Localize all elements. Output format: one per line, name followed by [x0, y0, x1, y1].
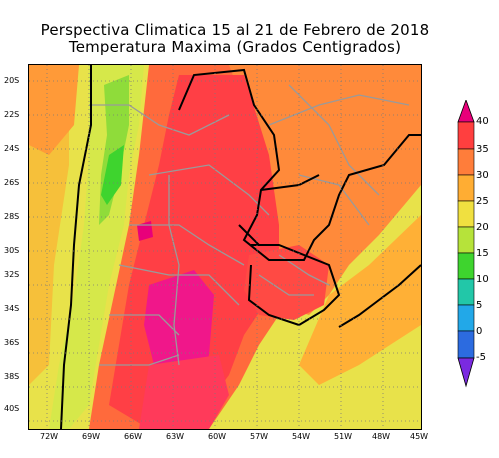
lat-label-36s: 36S: [4, 338, 20, 347]
colorbar-label-35: 35: [476, 144, 489, 155]
uruguay-red-field: [244, 245, 329, 320]
lon-label-72w: 72W: [40, 432, 59, 441]
colorbar-top-arrow: [457, 100, 475, 123]
temperature-map: [28, 64, 422, 430]
interior-magenta-spot: [137, 221, 153, 241]
south-red-patch: [139, 355, 229, 429]
lat-label-24s: 24S: [4, 144, 20, 153]
lat-label-28s: 28S: [4, 212, 20, 221]
lon-label-48w: 48W: [372, 432, 391, 441]
lon-label-54w: 54W: [292, 432, 311, 441]
colorbar-segment-25-30: [457, 174, 475, 202]
pacific-north-orange-field: [29, 65, 79, 155]
colorbar-segment-10-15: [457, 252, 475, 280]
colorbar-label-30: 30: [476, 170, 489, 181]
lon-label-66w: 66W: [124, 432, 143, 441]
map-title-line2: Temperatura Maxima (Grados Centigrados): [68, 38, 402, 56]
lat-label-22s: 22S: [4, 110, 20, 119]
colorbar-segment-minus5-0: [457, 330, 475, 359]
country-borders: [60, 65, 421, 429]
lat-label-30s: 30S: [4, 246, 20, 255]
colorbar-label-20: 20: [476, 222, 489, 233]
lon-label-69w: 69W: [82, 432, 101, 441]
colorbar-segment-35-40: [457, 121, 475, 150]
lat-label-32s: 32S: [4, 270, 20, 279]
lat-label-34s: 34S: [4, 304, 20, 313]
colorbar-segment-15-20: [457, 226, 475, 254]
lat-label-26s: 26S: [4, 178, 20, 187]
lat-label-38s: 38S: [4, 372, 20, 381]
colorbar-label-40: 40: [476, 116, 489, 127]
colorbar: [457, 100, 475, 388]
lon-label-45w: 45W: [410, 432, 429, 441]
colorbar-segment-20-25: [457, 200, 475, 228]
colorbar-label-25: 25: [476, 196, 489, 207]
colorbar-segment-30-35: [457, 148, 475, 176]
lat-label-20s: 20S: [4, 76, 20, 85]
lon-label-60w: 60W: [208, 432, 227, 441]
colorbar-segment-0-5: [457, 304, 475, 332]
colorbar-label-15: 15: [476, 248, 489, 259]
map-title-line1: Perspectiva Climatica 15 al 21 de Febrer…: [40, 21, 430, 39]
atlantic-light-orange-field: [299, 215, 421, 385]
colorbar-label-0: 0: [476, 326, 483, 337]
colorbar-segment-5-10: [457, 278, 475, 306]
lon-label-57w: 57W: [250, 432, 269, 441]
colorbar-label-10: 10: [476, 274, 489, 285]
lon-label-51w: 51W: [334, 432, 353, 441]
lat-label-40s: 40S: [4, 404, 20, 413]
province-borders: [89, 84, 410, 366]
colorbar-bottom-arrow: [457, 357, 475, 388]
lon-label-63w: 63W: [166, 432, 185, 441]
colorbar-label-5: 5: [476, 300, 483, 311]
colorbar-label-minus5: -5: [476, 352, 486, 363]
map-canvas: [29, 65, 421, 429]
graticule-lines: [29, 65, 421, 429]
andes-dark-green-field: [101, 145, 124, 205]
